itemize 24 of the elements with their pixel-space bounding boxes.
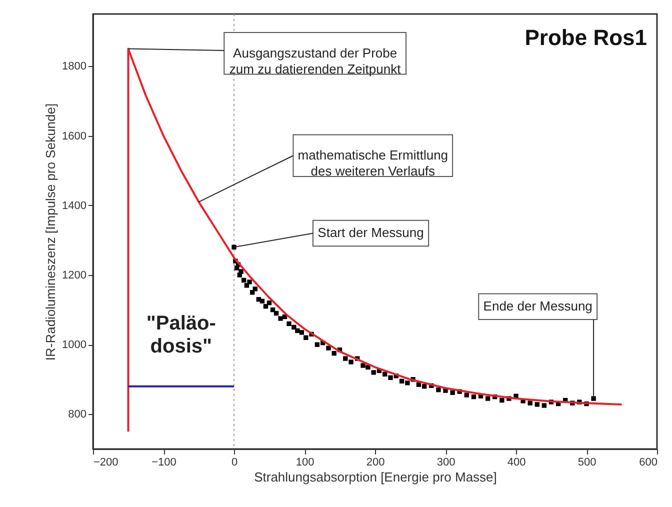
x-tick-label: 600 — [639, 456, 658, 468]
x-tick-label: 200 — [366, 456, 385, 468]
y-tick-label: 1600 — [62, 130, 86, 142]
x-tick-label: 300 — [436, 456, 456, 468]
x-tick-label: 100 — [296, 456, 314, 468]
y-tick-label: 1400 — [62, 200, 86, 212]
x-tick-label: −100 — [152, 456, 176, 468]
x-tick-label: 500 — [578, 456, 596, 468]
x-axis-title: Strahlungsabsorption [Energie pro Masse] — [254, 470, 497, 484]
annotation: mathematische Ermittlung des weiteren Verlaufs — [298, 148, 448, 179]
x-tick-label: −200 — [94, 456, 118, 468]
annotation: Start der Messung — [318, 225, 424, 240]
x-tick-label: 0 — [231, 456, 238, 468]
text: Probe Ros1 — [524, 25, 647, 50]
line-series — [127, 48, 623, 433]
y-axis-title: IR-Radiolumineszenz [Impulse pro Sekunde] — [43, 103, 58, 361]
y-tick-label: 1200 — [62, 270, 86, 282]
y-tick-label: 1000 — [62, 339, 86, 352]
y-tick-label: 800 — [68, 408, 86, 421]
annotation: Ende der Messung — [483, 298, 592, 314]
x-tick-label: 400 — [507, 456, 526, 468]
annotation: "Paläo- dosis" — [146, 312, 216, 358]
annotation: Ausgangszustand der Probe zum zu datierenden Zeitpunkt — [229, 45, 402, 76]
y-tick-label: 1800 — [62, 60, 86, 73]
